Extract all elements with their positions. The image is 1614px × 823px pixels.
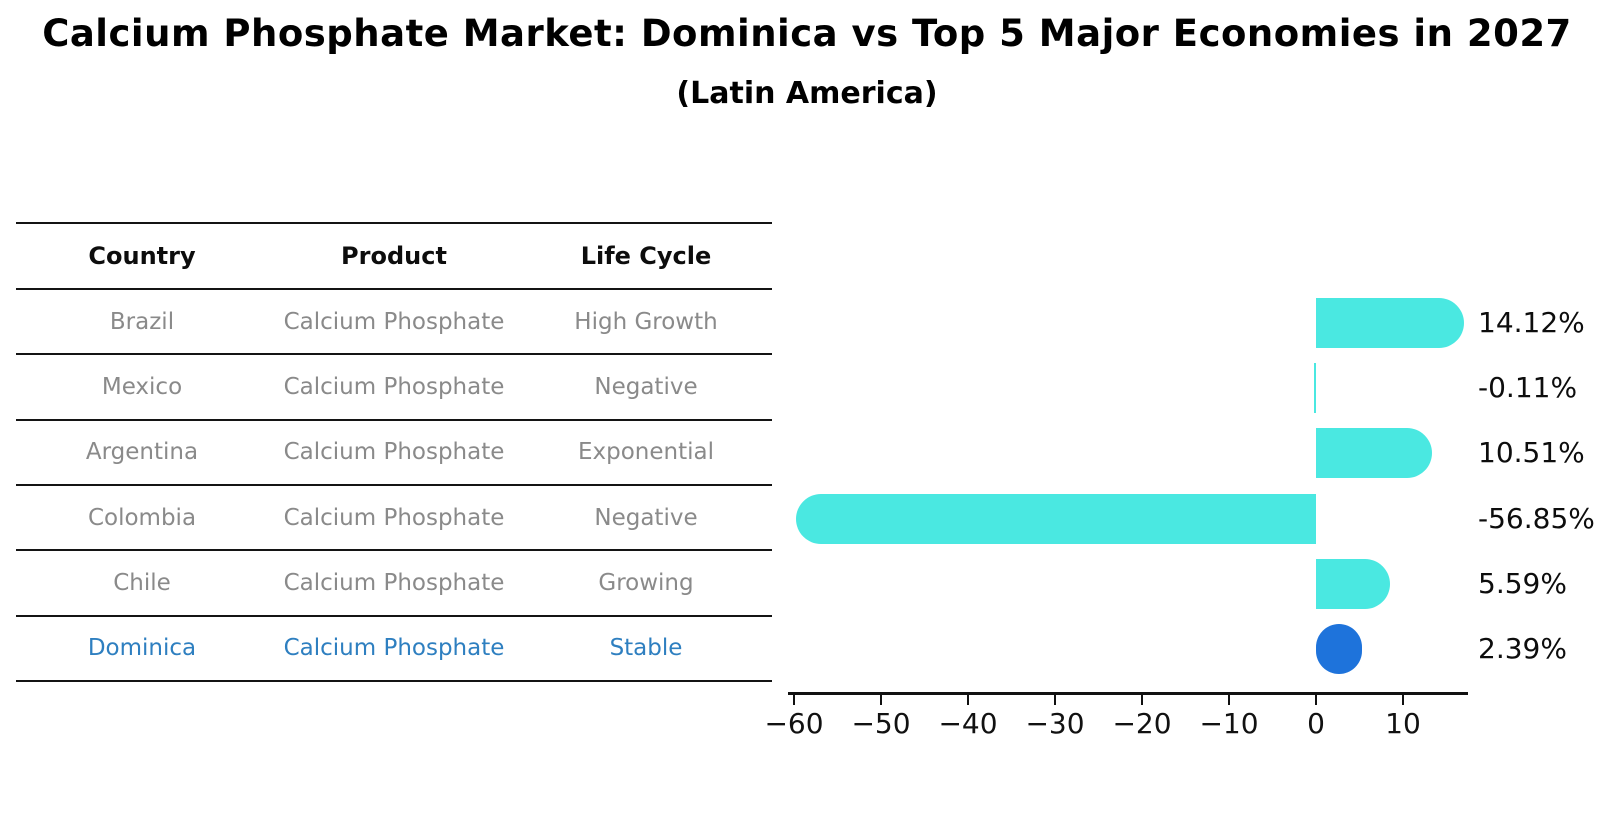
- x-tick-label: −30: [1025, 707, 1085, 740]
- col-header-product: Product: [341, 242, 447, 270]
- x-axis-line: [788, 692, 1468, 695]
- bar-value-label-mexico: -0.11%: [1478, 371, 1578, 405]
- x-tick-label: 0: [1307, 707, 1325, 740]
- cell-life-cycle: Exponential: [577, 439, 714, 466]
- chart-title: Calcium Phosphate Market: Dominica vs To…: [42, 12, 1572, 55]
- bar-brazil: [1316, 297, 1464, 348]
- cell-product: Calcium Phosphate: [283, 504, 505, 531]
- bar-value-label-dominica: 2.39%: [1478, 632, 1567, 666]
- bar-value-label-chile: 5.59%: [1478, 567, 1567, 601]
- table-row: Argentina Calcium Phosphate Exponential: [16, 421, 772, 486]
- cell-life-cycle: High Growth: [574, 308, 718, 335]
- cell-product: Calcium Phosphate: [283, 635, 505, 662]
- x-tick: [1053, 695, 1057, 705]
- cell-country: Argentina: [85, 439, 199, 466]
- table-row: Brazil Calcium Phosphate High Growth: [16, 290, 772, 356]
- cell-country: Brazil: [109, 308, 175, 335]
- bar-value-label-argentina: 10.51%: [1478, 436, 1585, 470]
- x-tick: [1401, 695, 1405, 705]
- x-tick-label: −60: [764, 707, 824, 740]
- bar-mexico: [1313, 363, 1316, 414]
- x-tick: [966, 695, 970, 705]
- bar-argentina: [1316, 428, 1433, 479]
- table-row-dominica: Dominica Calcium Phosphate Stable: [16, 617, 772, 682]
- cell-product: Calcium Phosphate: [283, 439, 505, 466]
- chart-subtitle: (Latin America): [676, 76, 938, 111]
- x-tick: [879, 695, 883, 705]
- x-tick-label: −10: [1199, 707, 1259, 740]
- x-tick: [1227, 695, 1231, 705]
- cell-country: Colombia: [87, 504, 197, 531]
- col-header-life-cycle: Life Cycle: [580, 242, 712, 270]
- cell-country: Chile: [113, 569, 171, 596]
- table-row: Mexico Calcium Phosphate Negative: [16, 355, 772, 421]
- cell-product: Calcium Phosphate: [283, 308, 505, 335]
- x-tick: [1314, 695, 1318, 705]
- x-tick-label: −40: [938, 707, 998, 740]
- bar-colombia: [796, 493, 1316, 544]
- bar-chile: [1316, 559, 1390, 610]
- cell-life-cycle: Growing: [598, 569, 694, 596]
- x-tick-label: −20: [1112, 707, 1172, 740]
- cell-country: Dominica: [87, 635, 197, 662]
- table-header-row: Country Product Life Cycle: [16, 222, 772, 290]
- cell-life-cycle: Negative: [594, 504, 698, 531]
- cell-country: Mexico: [101, 373, 183, 400]
- bar-value-label-brazil: 14.12%: [1478, 305, 1585, 339]
- x-tick: [792, 695, 796, 705]
- cell-life-cycle: Stable: [609, 635, 683, 662]
- country-table: Country Product Life Cycle Brazil Calciu…: [16, 222, 772, 682]
- table-row: Colombia Calcium Phosphate Negative: [16, 486, 772, 552]
- cell-product: Calcium Phosphate: [283, 569, 505, 596]
- bar-dominica: [1316, 624, 1362, 675]
- col-header-country: Country: [88, 242, 196, 270]
- cell-product: Calcium Phosphate: [283, 373, 505, 400]
- table-row: Chile Calcium Phosphate Growing: [16, 551, 772, 617]
- x-tick-label: 10: [1385, 707, 1421, 740]
- x-tick: [1140, 695, 1144, 705]
- cell-life-cycle: Negative: [594, 373, 698, 400]
- x-tick-label: −50: [851, 707, 911, 740]
- bar-value-label-colombia: -56.85%: [1478, 501, 1595, 535]
